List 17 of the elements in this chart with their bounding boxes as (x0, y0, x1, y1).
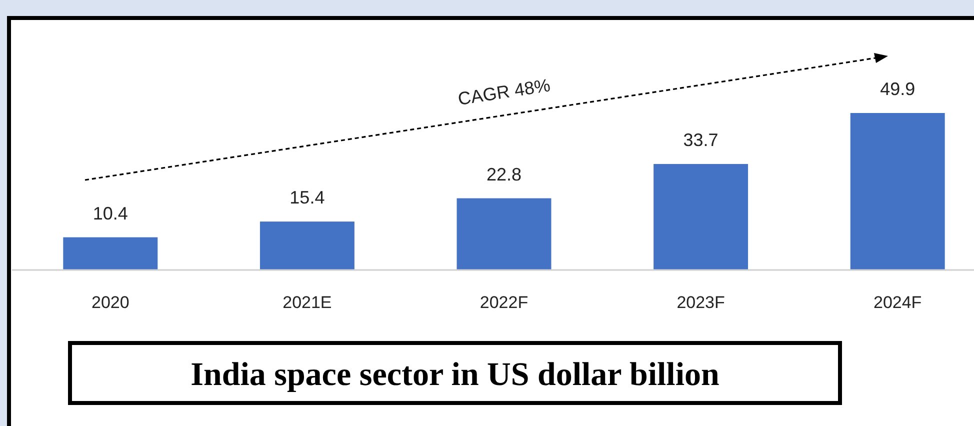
x-tick-label: 2023F (676, 293, 725, 312)
data-label: 33.7 (683, 130, 718, 150)
x-tick-label: 2024F (874, 293, 922, 312)
data-label: 10.4 (92, 203, 128, 224)
data-label: 15.4 (290, 188, 325, 208)
text: India space sector in US dollar billion (190, 357, 720, 393)
data-label: 49.9 (880, 79, 916, 99)
bar (260, 222, 354, 270)
x-tick-label: 2022F (480, 293, 528, 312)
bar (456, 198, 552, 270)
bar (63, 237, 158, 270)
x-tick-label: 2021E (282, 293, 332, 312)
text: CAGR 48% (456, 75, 552, 110)
data-label: 22.8 (486, 164, 522, 184)
bar (654, 164, 748, 270)
x-tick-label: 2020 (91, 293, 130, 312)
bar (850, 113, 945, 270)
